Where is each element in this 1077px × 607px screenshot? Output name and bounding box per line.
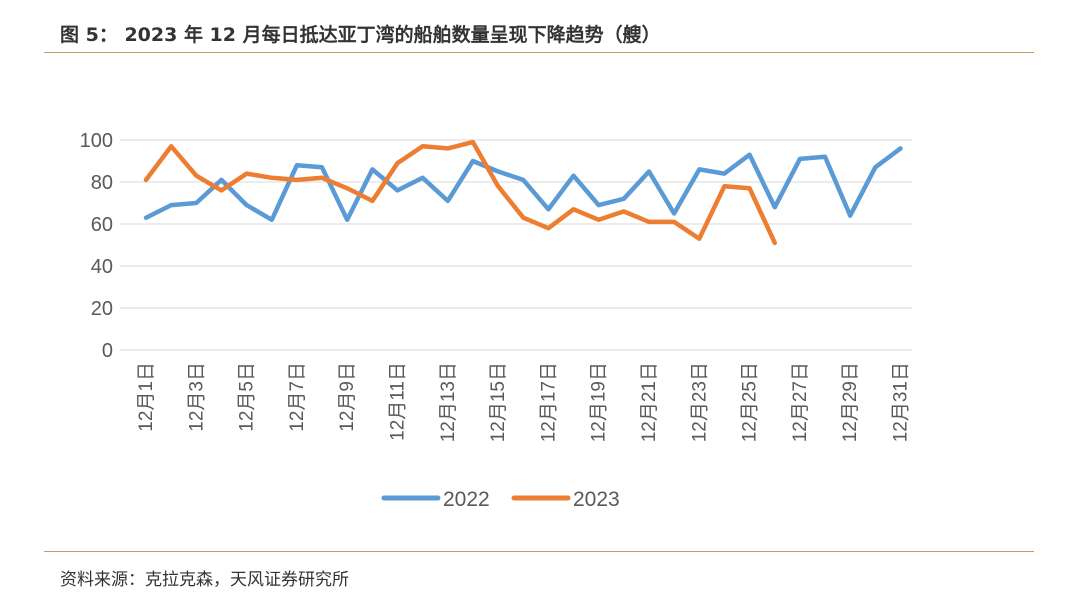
y-tick-label: 100 xyxy=(80,130,113,152)
x-tick-label: 12月13日 xyxy=(438,362,459,442)
x-tick-label: 12月5日 xyxy=(237,362,258,432)
x-tick-label: 12月9日 xyxy=(337,362,358,432)
y-tick-label: 20 xyxy=(91,298,113,320)
x-tick-label: 12月15日 xyxy=(488,362,509,442)
y-tick-label: 60 xyxy=(91,214,113,236)
series-line-2022 xyxy=(143,146,903,223)
series-line-2023 xyxy=(143,139,778,246)
legend: 2022 2023 xyxy=(381,488,620,511)
x-tick-label: 12月19日 xyxy=(589,362,610,442)
y-tick-label: 80 xyxy=(91,172,113,194)
y-tick-label: 0 xyxy=(102,340,113,362)
x-tick-label: 12月21日 xyxy=(639,362,660,442)
x-axis-ticks: 12月1日 12月3日 12月5日 12月7日 12月9日 12月11日 12月13日 12月… xyxy=(136,362,912,442)
top-divider xyxy=(44,52,1034,53)
source-note: 资料来源：克拉克森，天风证券研究所 xyxy=(60,570,349,590)
x-tick-label: 12月31日 xyxy=(891,362,912,442)
x-tick-label: 12月23日 xyxy=(689,362,710,442)
y-tick-label: 40 xyxy=(91,256,113,278)
legend-label-2023: 2023 xyxy=(573,488,620,511)
figure-title: 图 5： 2023 年 12 月每日抵达亚丁湾的船舶数量呈现下降趋势（艘） xyxy=(60,24,661,46)
x-tick-label: 12月3日 xyxy=(186,362,207,432)
x-tick-label: 12月25日 xyxy=(740,362,761,442)
legend-label-2022: 2022 xyxy=(443,488,490,511)
x-tick-label: 12月11日 xyxy=(388,362,409,441)
x-tick-label: 12月7日 xyxy=(287,362,308,432)
x-tick-label: 12月27日 xyxy=(790,362,811,442)
x-tick-label: 12月29日 xyxy=(840,362,861,442)
bottom-divider xyxy=(44,551,1034,552)
series-lines xyxy=(143,139,903,246)
y-axis-ticks: 0 20 40 60 80 100 xyxy=(80,130,113,362)
x-tick-label: 12月17日 xyxy=(538,362,559,442)
gridlines xyxy=(120,139,912,351)
x-tick-label: 12月1日 xyxy=(136,362,157,432)
